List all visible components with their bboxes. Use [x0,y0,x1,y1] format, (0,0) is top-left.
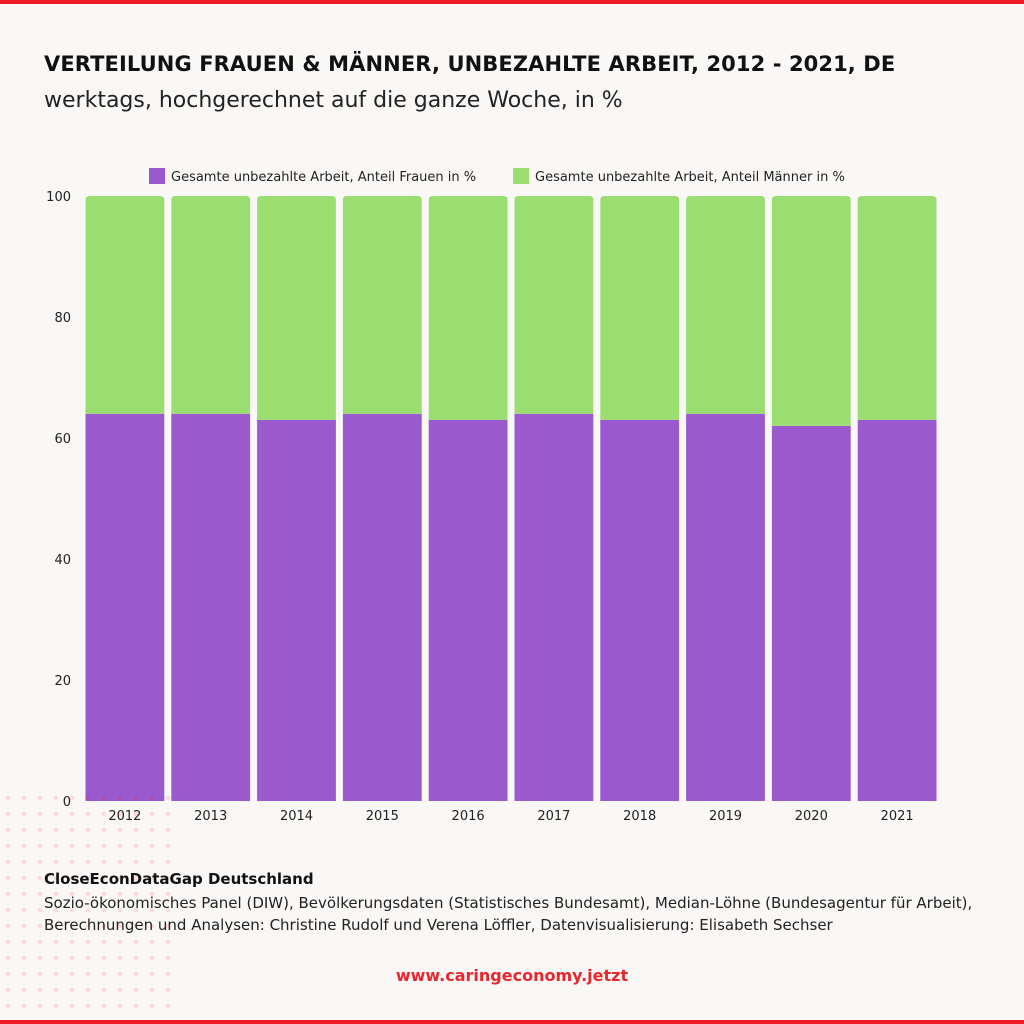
bar-maenner-2014 [257,196,336,420]
bar-maenner-2015 [342,196,422,414]
x-tick-label: 2017 [537,809,570,824]
legend: Gesamte unbezahlte Arbeit, Anteil Frauen… [149,168,845,185]
bar-frauen-2016 [428,419,508,801]
bar-maenner-2012 [85,196,165,414]
bar-maenner-2021 [857,196,937,420]
y-tick-label: 20 [54,674,71,689]
bar-frauen-2017 [514,413,594,801]
chart-title: VERTEILUNG FRAUEN & MÄNNER, UNBEZAHLTE A… [44,52,896,76]
bottom-border [0,1020,1024,1024]
bar-maenner-2016 [428,196,508,420]
bar-frauen-2014 [257,419,336,801]
bar-frauen-2015 [342,413,422,801]
source-title: CloseEconDataGap Deutschland [44,870,314,888]
x-tick-label: 2018 [623,809,656,824]
source-text: Sozio-ökonomisches Panel (DIW), Bevölker… [44,894,973,934]
x-tick-label: 2013 [194,809,227,824]
x-tick-label: 2012 [108,809,141,824]
bar-maenner-2020 [771,196,851,426]
bar-frauen-2013 [171,413,251,801]
bars [85,196,937,801]
legend-swatch-maenner [513,168,529,184]
website-link[interactable]: www.caringeconomy.jetzt [395,966,629,985]
stacked-bar-chart: Gesamte unbezahlte Arbeit, Anteil Frauen… [46,168,937,824]
legend-swatch-frauen [149,168,165,184]
x-tick-label: 2016 [452,809,485,824]
bar-frauen-2020 [771,425,851,801]
bar-maenner-2019 [686,196,765,414]
y-axis: 0 20 40 60 80 100 [46,190,71,810]
chart-subtitle: werktags, hochgerechnet auf die ganze Wo… [44,88,623,113]
legend-label-frauen: Gesamte unbezahlte Arbeit, Anteil Frauen… [171,170,476,185]
x-axis: 2012 2013 2014 2015 2016 2017 2018 2019 2020 2021 [108,809,913,824]
y-tick-label: 40 [54,553,71,568]
bar-frauen-2018 [600,419,680,801]
top-border [0,0,1024,4]
y-tick-label: 100 [46,190,71,205]
y-tick-label: 80 [54,311,71,326]
bar-maenner-2017 [514,196,594,414]
x-tick-label: 2020 [795,809,828,824]
bar-frauen-2012 [85,413,165,801]
x-tick-label: 2021 [881,809,914,824]
x-tick-label: 2019 [709,809,742,824]
y-tick-label: 60 [54,432,71,447]
bar-frauen-2019 [686,413,765,801]
bar-maenner-2018 [600,196,680,420]
bar-maenner-2013 [171,196,251,414]
x-tick-label: 2015 [366,809,399,824]
x-tick-label: 2014 [280,809,313,824]
legend-label-maenner: Gesamte unbezahlte Arbeit, Anteil Männer… [535,170,845,185]
y-tick-label: 0 [63,795,71,810]
bar-frauen-2021 [857,419,937,801]
